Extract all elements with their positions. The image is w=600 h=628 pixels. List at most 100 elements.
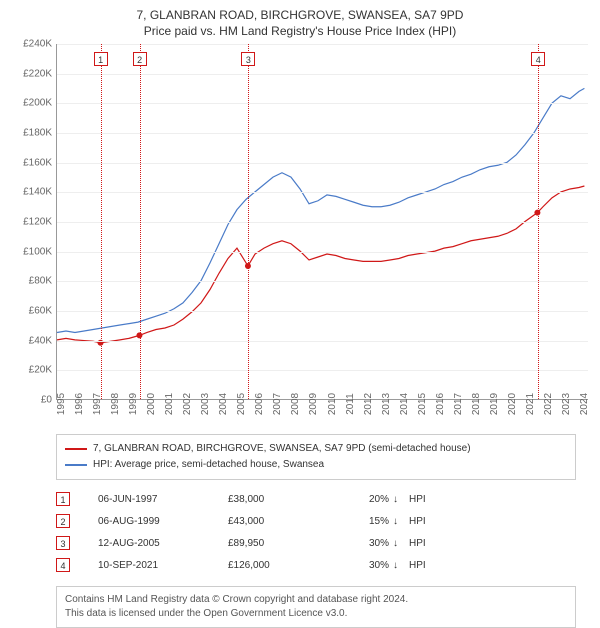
sales-ref: HPI <box>409 516 576 527</box>
sales-marker-num: 4 <box>56 558 70 572</box>
x-axis: 1995199619971998199920002001200220032004… <box>56 400 588 424</box>
sales-marker-num: 1 <box>56 492 70 506</box>
sales-pct: 30% <box>338 538 393 549</box>
sales-ref: HPI <box>409 538 576 549</box>
sales-price: £126,000 <box>228 560 338 571</box>
x-tick-label: 2006 <box>254 393 265 415</box>
sales-pct: 30% <box>338 560 393 571</box>
plot-area: 1234 <box>56 44 588 400</box>
marker-label: 3 <box>241 52 255 66</box>
x-tick-label: 2008 <box>290 393 301 415</box>
x-tick-label: 2011 <box>345 393 356 415</box>
sales-table: 106-JUN-1997£38,00020%↓HPI206-AUG-1999£4… <box>56 488 576 576</box>
sales-price: £43,000 <box>228 516 338 527</box>
x-tick-label: 2018 <box>471 393 482 415</box>
sales-marker-num: 3 <box>56 536 70 550</box>
gridline <box>57 222 588 223</box>
sales-pct: 15% <box>338 516 393 527</box>
x-tick-label: 2015 <box>417 393 428 415</box>
y-tick-label: £180K <box>23 128 52 139</box>
y-tick-label: £20K <box>29 365 52 376</box>
y-axis: £0£20K£40K£60K£80K£100K£120K£140K£160K£1… <box>12 44 56 400</box>
footer-attribution: Contains HM Land Registry data © Crown c… <box>56 586 576 628</box>
x-tick-label: 1996 <box>74 393 85 415</box>
sales-date: 06-AUG-1999 <box>98 516 228 527</box>
x-tick-label: 2009 <box>308 393 319 415</box>
chart-area: £0 £20K £40K £60K £80K £100K £120K £140K £160K £1… <box>12 44 588 424</box>
x-tick-label: 2010 <box>327 393 338 415</box>
x-tick-label: 2002 <box>182 393 193 415</box>
x-tick-label: 2005 <box>236 393 247 415</box>
sales-date: 06-JUN-1997 <box>98 494 228 505</box>
gridline <box>57 252 588 253</box>
x-tick-label: 2023 <box>561 393 572 415</box>
x-tick-label: 2001 <box>164 393 175 415</box>
marker-line <box>538 44 539 399</box>
legend-item: HPI: Average price, semi-detached house,… <box>65 457 567 473</box>
series-hpi <box>57 88 584 332</box>
legend-swatch <box>65 464 87 466</box>
sales-row: 312-AUG-2005£89,95030%↓HPI <box>56 532 576 554</box>
x-tick-label: 2014 <box>399 393 410 415</box>
x-tick-label: 2019 <box>489 393 500 415</box>
gridline <box>57 311 588 312</box>
legend-label: HPI: Average price, semi-detached house,… <box>93 457 324 473</box>
x-tick-label: 2012 <box>363 393 374 415</box>
sales-date: 10-SEP-2021 <box>98 560 228 571</box>
arrow-down-icon: ↓ <box>393 494 409 505</box>
sales-row: 4 10-SEP-2021£126,00030%↓HPI <box>56 554 576 576</box>
x-tick-label: 2017 <box>453 393 464 415</box>
gridline <box>57 103 588 104</box>
x-tick-label: 2013 <box>381 393 392 415</box>
sales-ref: HPI <box>409 494 576 505</box>
y-tick-label: £0 <box>41 395 52 406</box>
x-tick-label: 1997 <box>92 393 103 415</box>
marker-line <box>101 44 102 399</box>
x-tick-label: 2000 <box>146 393 157 415</box>
x-tick-label: 2021 <box>525 393 536 415</box>
y-tick-label: £140K <box>23 187 52 198</box>
y-tick-label: £40K <box>29 335 52 346</box>
y-tick-label: £160K <box>23 157 52 168</box>
sales-price: £89,950 <box>228 538 338 549</box>
x-tick-label: 2022 <box>543 393 554 415</box>
legend-swatch <box>65 448 87 450</box>
arrow-down-icon: ↓ <box>393 560 409 571</box>
arrow-down-icon: ↓ <box>393 538 409 549</box>
y-tick-label: £120K <box>23 217 52 228</box>
marker-label: 1 <box>94 52 108 66</box>
title-address: 7, GLANBRAN ROAD, BIRCHGROVE, SWANSEA, S… <box>12 8 588 22</box>
chart-titles: 7, GLANBRAN ROAD, BIRCHGROVE, SWANSEA, S… <box>12 8 588 38</box>
legend-item: 7, GLANBRAN ROAD, BIRCHGROVE, SWANSEA, S… <box>65 441 567 457</box>
y-tick-label: £100K <box>23 246 52 257</box>
gridline <box>57 370 588 371</box>
title-subtitle: Price paid vs. HM Land Registry's House … <box>12 24 588 38</box>
y-tick-label: £80K <box>29 276 52 287</box>
marker-label: 4 <box>531 52 545 66</box>
x-tick-label: 1998 <box>110 393 121 415</box>
sales-ref: HPI <box>409 560 576 571</box>
gridline <box>57 44 588 45</box>
gridline <box>57 163 588 164</box>
x-tick-label: 2020 <box>507 393 518 415</box>
x-tick-label: 1999 <box>128 393 139 415</box>
gridline <box>57 281 588 282</box>
footer-line-2: This data is licensed under the Open Gov… <box>65 607 567 621</box>
x-tick-label: 2016 <box>435 393 446 415</box>
footer-line-1: Contains HM Land Registry data © Crown c… <box>65 593 567 607</box>
marker-line <box>140 44 141 399</box>
y-tick-label: £220K <box>23 68 52 79</box>
sales-row: 206-AUG-1999£43,00015%↓HPI <box>56 510 576 532</box>
x-tick-label: 2004 <box>218 393 229 415</box>
x-tick-label: 1995 <box>56 393 67 415</box>
gridline <box>57 74 588 75</box>
y-tick-label: £60K <box>29 306 52 317</box>
y-tick-label: £200K <box>23 98 52 109</box>
x-tick-label: 2024 <box>579 393 590 415</box>
legend-label: 7, GLANBRAN ROAD, BIRCHGROVE, SWANSEA, S… <box>93 441 471 457</box>
legend-box: 7, GLANBRAN ROAD, BIRCHGROVE, SWANSEA, S… <box>56 434 576 480</box>
sales-pct: 20% <box>338 494 393 505</box>
sales-price: £38,000 <box>228 494 338 505</box>
sales-row: 1 06-JUN-1997£38,00020%↓HPI <box>56 488 576 510</box>
x-tick-label: 2007 <box>272 393 283 415</box>
